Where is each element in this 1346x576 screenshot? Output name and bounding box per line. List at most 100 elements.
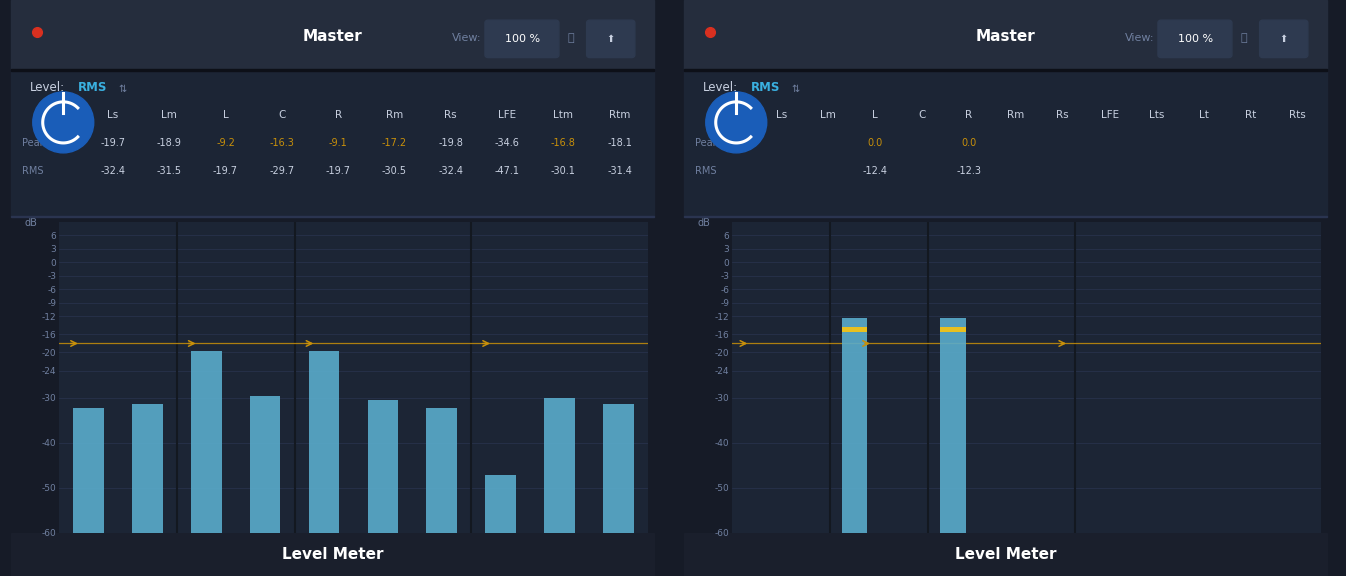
Text: View:: View:: [1124, 33, 1154, 43]
Text: Master: Master: [303, 29, 362, 44]
Bar: [132, 404, 163, 533]
Bar: [940, 327, 965, 332]
Text: RMS: RMS: [751, 81, 781, 94]
Text: Rt: Rt: [1245, 110, 1256, 120]
Text: -31.4: -31.4: [607, 166, 633, 176]
Text: -16.3: -16.3: [269, 138, 295, 148]
FancyBboxPatch shape: [485, 20, 559, 58]
Text: Lts: Lts: [1149, 110, 1164, 120]
Bar: [486, 475, 516, 533]
Bar: [684, 69, 1327, 216]
Text: 100 %: 100 %: [505, 33, 540, 44]
Bar: [684, 216, 1327, 217]
Text: Lm: Lm: [820, 110, 836, 120]
Bar: [427, 408, 458, 533]
FancyBboxPatch shape: [587, 20, 635, 58]
Text: LFE: LFE: [498, 110, 516, 120]
Bar: [841, 318, 867, 533]
Text: dB: dB: [699, 218, 711, 228]
Text: Level:: Level:: [703, 81, 738, 94]
Text: -32.4: -32.4: [101, 166, 125, 176]
Text: RMS: RMS: [696, 166, 717, 176]
Text: -31.5: -31.5: [156, 166, 182, 176]
Text: -17.2: -17.2: [382, 138, 406, 148]
Text: Rs: Rs: [444, 110, 458, 120]
Bar: [841, 327, 867, 332]
Text: L: L: [222, 110, 229, 120]
Text: -19.7: -19.7: [101, 138, 125, 148]
Text: R: R: [335, 110, 342, 120]
Bar: [684, 533, 1327, 576]
Bar: [11, 216, 654, 217]
Bar: [603, 404, 634, 533]
Text: Rs: Rs: [1057, 110, 1069, 120]
Text: R: R: [965, 110, 972, 120]
Text: ⬆: ⬆: [1279, 33, 1288, 44]
Text: -16.8: -16.8: [551, 138, 576, 148]
Circle shape: [32, 92, 94, 153]
Bar: [73, 408, 104, 533]
Text: LFE: LFE: [1101, 110, 1119, 120]
Bar: [11, 0, 654, 69]
Bar: [11, 69, 654, 216]
Text: RMS: RMS: [23, 166, 44, 176]
Text: -9.1: -9.1: [328, 138, 347, 148]
Text: 🔗: 🔗: [567, 33, 573, 43]
Text: Lt: Lt: [1198, 110, 1209, 120]
Text: -12.4: -12.4: [863, 166, 887, 176]
Text: 🔗: 🔗: [1240, 33, 1246, 43]
Text: -30.5: -30.5: [382, 166, 406, 176]
Text: View:: View:: [451, 33, 481, 43]
Text: Rts: Rts: [1289, 110, 1306, 120]
Text: 0.0: 0.0: [867, 138, 883, 148]
Bar: [940, 318, 965, 533]
Text: 0.0: 0.0: [961, 138, 976, 148]
Bar: [684, 69, 1327, 71]
Bar: [544, 398, 575, 533]
FancyBboxPatch shape: [1158, 20, 1232, 58]
Text: -32.4: -32.4: [439, 166, 463, 176]
Bar: [684, 0, 1327, 69]
Bar: [11, 533, 654, 576]
Text: -12.3: -12.3: [957, 166, 981, 176]
Text: -29.7: -29.7: [269, 166, 295, 176]
Text: -19.8: -19.8: [439, 138, 463, 148]
Text: -47.1: -47.1: [494, 166, 520, 176]
Text: dB: dB: [26, 218, 38, 228]
Text: Lm: Lm: [162, 110, 178, 120]
Text: Rtm: Rtm: [608, 110, 630, 120]
Text: -18.9: -18.9: [156, 138, 182, 148]
Text: Ls: Ls: [775, 110, 787, 120]
Text: Ls: Ls: [108, 110, 118, 120]
FancyBboxPatch shape: [1260, 20, 1308, 58]
Text: -30.1: -30.1: [551, 166, 576, 176]
Circle shape: [705, 92, 767, 153]
Text: Level Meter: Level Meter: [281, 547, 384, 562]
Text: ⇅: ⇅: [791, 84, 800, 94]
Text: C: C: [279, 110, 285, 120]
Bar: [250, 396, 280, 533]
Text: -34.6: -34.6: [494, 138, 520, 148]
Bar: [367, 400, 398, 533]
Bar: [11, 69, 654, 71]
Text: Peak: Peak: [23, 138, 46, 148]
Text: Ltm: Ltm: [553, 110, 573, 120]
Text: Rm: Rm: [1007, 110, 1024, 120]
Text: Level Meter: Level Meter: [954, 547, 1057, 562]
Text: Master: Master: [976, 29, 1035, 44]
Bar: [308, 351, 339, 533]
Text: 100 %: 100 %: [1178, 33, 1213, 44]
Text: Peak: Peak: [696, 138, 719, 148]
Text: ⇅: ⇅: [118, 84, 127, 94]
Text: L: L: [872, 110, 878, 120]
Text: -18.1: -18.1: [607, 138, 633, 148]
Text: -19.7: -19.7: [326, 166, 350, 176]
Text: Rm: Rm: [386, 110, 402, 120]
Text: C: C: [918, 110, 926, 120]
Text: RMS: RMS: [78, 81, 108, 94]
Text: -19.7: -19.7: [213, 166, 238, 176]
Text: Level:: Level:: [30, 81, 65, 94]
Bar: [191, 351, 222, 533]
Text: -9.2: -9.2: [217, 138, 236, 148]
Text: ⬆: ⬆: [606, 33, 615, 44]
